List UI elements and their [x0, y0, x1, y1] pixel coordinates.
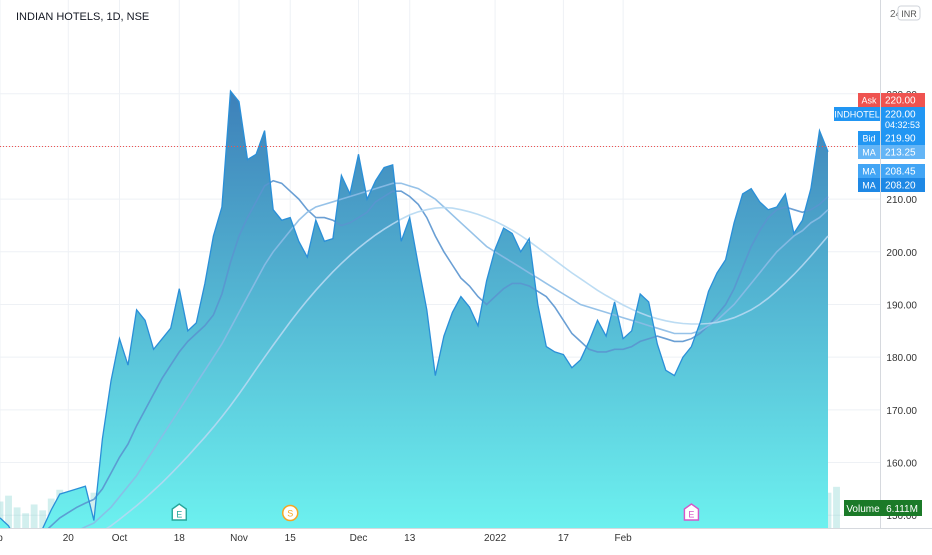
price-tag-ma: MA 208.20 [858, 178, 925, 192]
price-tick-label: 210.00 [886, 195, 917, 206]
time-tick-label: 2022 [484, 533, 507, 544]
price-tag-value: 208.45 [885, 167, 916, 178]
price-tag-label: INDHOTEL [834, 110, 880, 120]
price-tag-bid: Bid 219.90 [858, 131, 925, 145]
price-tick-label: 170.00 [886, 406, 917, 417]
price-tag-value: 213.25 [885, 148, 916, 159]
time-tick-label: 18 [174, 533, 186, 544]
currency-badge[interactable] [897, 5, 921, 21]
split-event-icon[interactable] [281, 504, 299, 522]
earnings-event-icon[interactable] [171, 503, 187, 521]
time-scale[interactable]: p 20 Oct 18 Nov 15 Dec 13 2022 17 Feb [0, 528, 932, 550]
price-tag-value: 219.90 [885, 134, 916, 145]
price-tag-label: MA [862, 148, 876, 158]
price-tick-label: 150.00 [886, 511, 917, 522]
volume-bar [0, 501, 4, 528]
volume-bar [90, 492, 98, 528]
price-tag-label: Bid [862, 134, 875, 144]
price-tag-ma: MA 208.45 [858, 164, 925, 178]
moving-average-line [0, 179, 829, 544]
moving-average-line [0, 182, 829, 549]
price-tag-label: MA [862, 181, 876, 191]
earnings-event-icon[interactable] [683, 503, 700, 521]
price-scale-top-label: 24 [890, 9, 902, 20]
price-scale[interactable]: 150.00 160.00 170.00 180.00 190.00 200.00 210.… [880, 0, 932, 550]
volume-badge-label: Volume [846, 504, 880, 515]
price-tag-label-bg [858, 131, 880, 145]
volume-bar [833, 486, 840, 528]
price-tag-label-bg [858, 178, 880, 192]
price-tag-value: 208.20 [885, 181, 916, 192]
price-tick-label: 160.00 [886, 459, 917, 470]
price-tag-value-bg [881, 145, 925, 159]
price-tag-ask: Ask 220.00 [858, 93, 925, 107]
price-tag-value-bg [881, 164, 925, 178]
moving-average-line [0, 206, 829, 551]
volume-bar [5, 495, 12, 528]
price-tag-value-bg [881, 107, 925, 131]
price-tick-label: 180.00 [886, 353, 917, 364]
time-tick-label: Oct [112, 533, 128, 544]
price-tag-label-bg [858, 164, 880, 178]
time-tick-label: 17 [558, 533, 570, 544]
price-tag-label-bg [858, 93, 880, 107]
volume-badge-label-bg [844, 500, 882, 516]
price-line [0, 89, 829, 554]
price-area [0, 91, 828, 553]
price-tick-label: 190.00 [886, 300, 917, 311]
moving-averages [0, 179, 829, 551]
earnings-event-letter: E [176, 510, 182, 520]
price-tag-value: 220.00 [885, 110, 916, 121]
volume-bar [39, 510, 47, 528]
price-tag-label: Ask [861, 96, 877, 106]
time-tick-label: 15 [285, 533, 297, 544]
price-tag-ma: MA 213.25 [858, 145, 925, 159]
price-tag-label-bg [834, 107, 880, 121]
price-tag-value-bg [881, 178, 925, 192]
time-tick-label: p [0, 533, 3, 544]
price-scale-bg [880, 0, 932, 550]
time-tick-label: Dec [350, 533, 368, 544]
volume-bar [22, 513, 30, 528]
split-event-letter: S [287, 509, 293, 519]
currency-label: INR [901, 9, 917, 19]
volume-bar [13, 507, 21, 528]
price-tag-value-bg [881, 131, 925, 145]
time-tick-label: 20 [63, 533, 75, 544]
volume-bar [30, 504, 38, 528]
price-tick-label: 200.00 [886, 248, 917, 259]
volume-badge-value-bg [882, 500, 922, 516]
chart-title: INDIAN HOTELS, 1D, NSE [16, 11, 149, 23]
price-tag-value: 220.00 [885, 96, 916, 107]
time-tick-label: Feb [615, 533, 633, 544]
earnings-event-letter: E [688, 510, 694, 520]
price-tag-label-bg [858, 145, 880, 159]
time-scale-bg [0, 528, 932, 550]
volume-badge-value: 6.111M [886, 504, 918, 515]
price-tag-value-bg [881, 93, 925, 107]
price-tag-countdown: 04:32:53 [885, 120, 920, 130]
time-tick-label: 13 [404, 533, 416, 544]
price-tag-label: MA [862, 167, 876, 177]
time-tick-label: Nov [230, 533, 248, 544]
